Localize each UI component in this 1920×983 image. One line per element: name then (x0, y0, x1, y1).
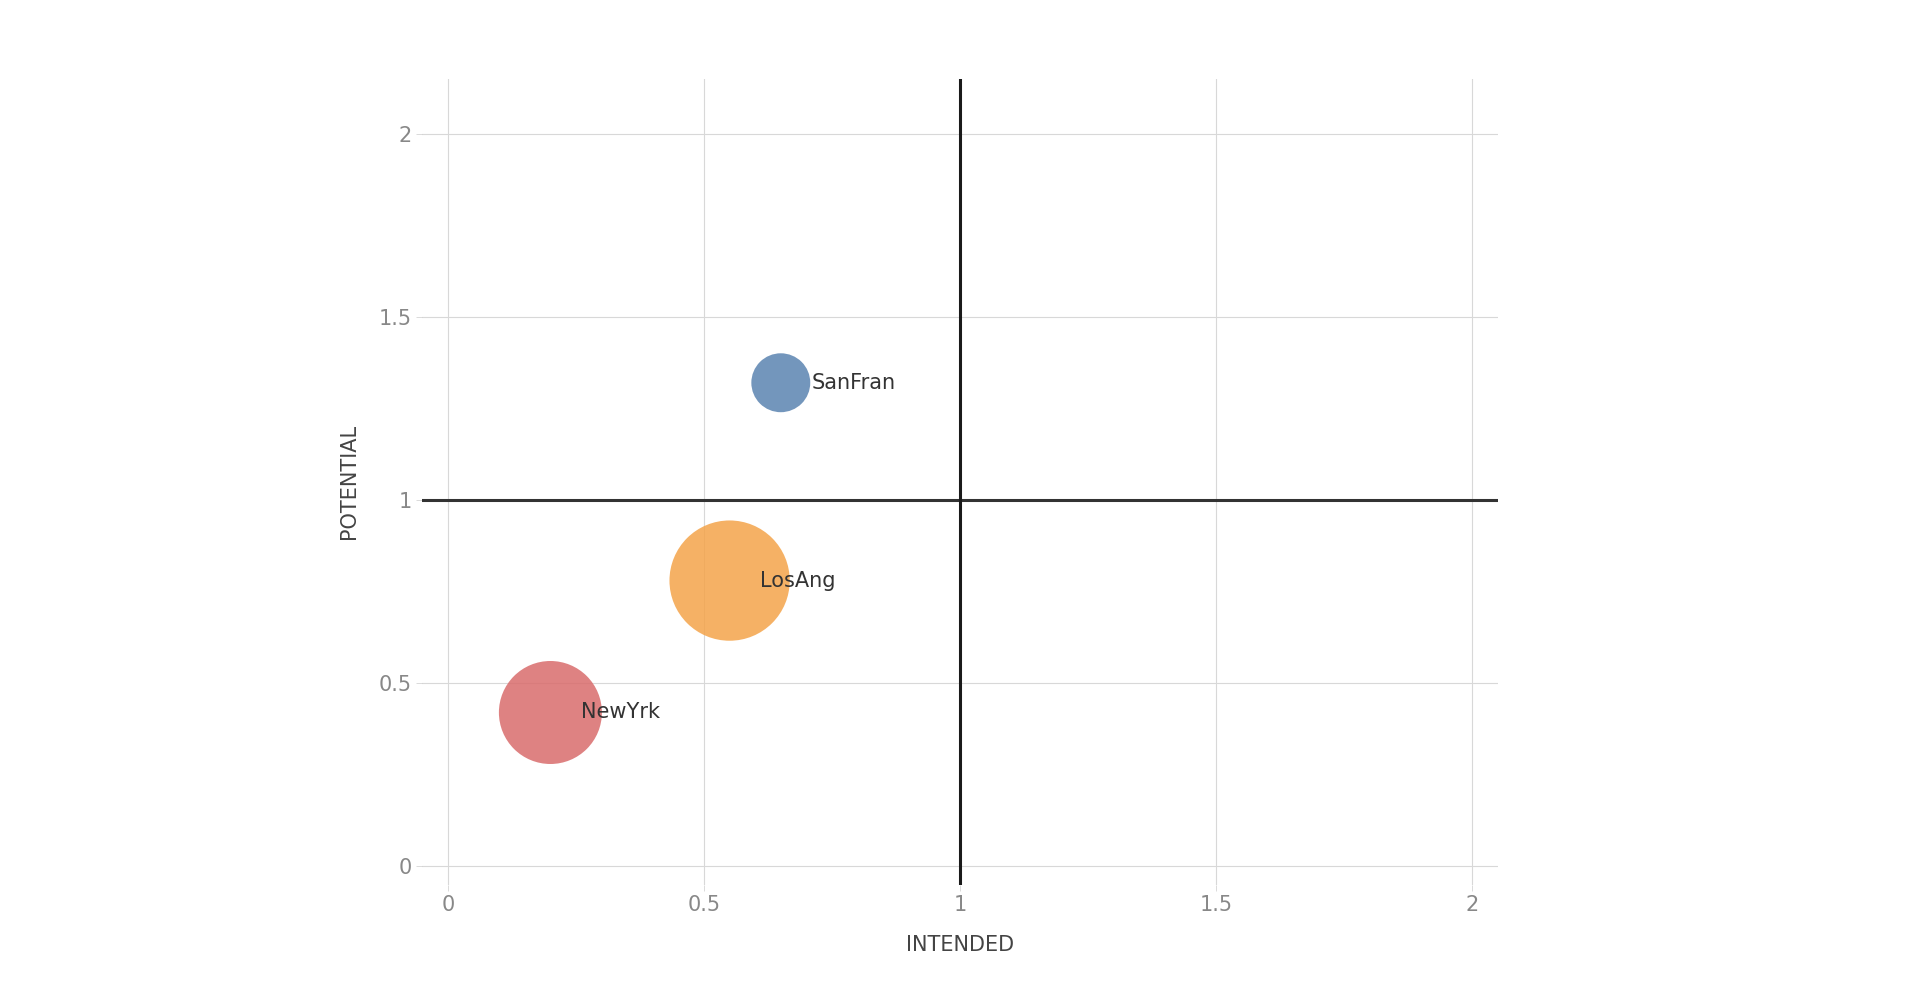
Text: LosAng: LosAng (760, 570, 835, 591)
X-axis label: INTENDED: INTENDED (906, 935, 1014, 954)
Text: NewYrk: NewYrk (582, 703, 660, 723)
Point (766, 375, 797, 390)
Point (536, 705, 566, 721)
Point (714, 573, 745, 589)
Y-axis label: POTENTIAL: POTENTIAL (340, 424, 359, 540)
Text: SanFran: SanFran (812, 373, 895, 393)
